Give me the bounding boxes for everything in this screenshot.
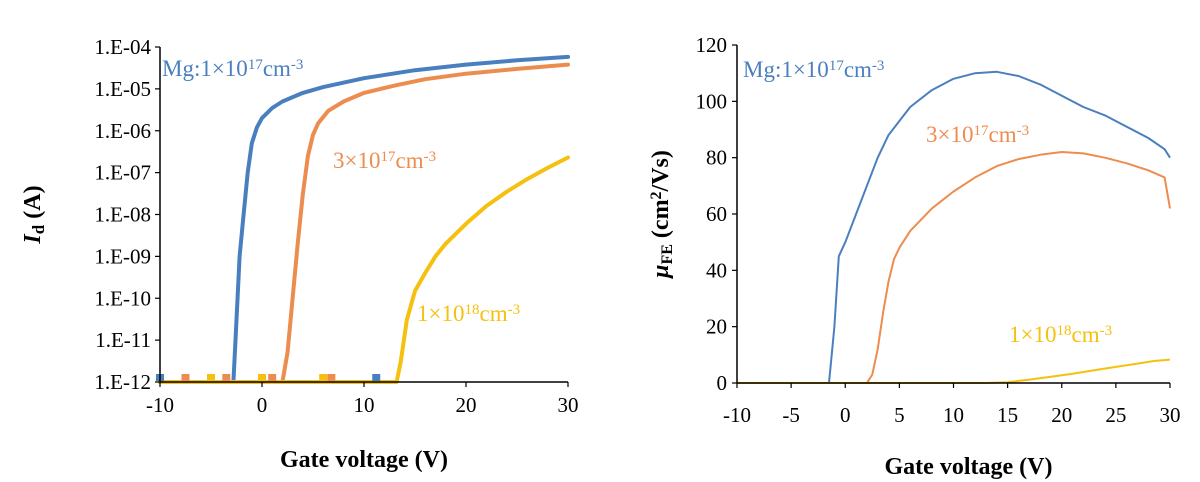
id-y-tick-label: 1.E-05 <box>94 77 151 101</box>
id-series-label-0: Mg:1×1017cm-3 <box>162 56 303 81</box>
id-floor-noise-mark <box>222 374 231 381</box>
mobility-x-tick-label: 30 <box>1160 403 1181 427</box>
mobility-series-line-1 <box>737 151 1171 384</box>
id-y-axis-title: Id (A) <box>20 185 48 244</box>
id-x-tick-label: -10 <box>146 393 174 417</box>
mobility-x-tick-label: 5 <box>894 403 905 427</box>
id-y-tick-label: 1.E-04 <box>94 35 151 59</box>
mobility-y-axis-title: μFE (cm2/Vs) <box>648 150 676 280</box>
mobility-x-tick-label: 0 <box>840 403 851 427</box>
mobility-y-tick-label: 100 <box>696 89 728 113</box>
mobility-series-line-0 <box>737 70 1171 384</box>
id-series-line-1 <box>158 62 570 384</box>
mobility-x-tick-label: 10 <box>943 403 964 427</box>
id-series-label-2: 1×1018cm-3 <box>417 301 520 326</box>
mobility-series-label-0: Mg:1×1017cm-3 <box>743 57 884 82</box>
mobility-y-tick-label: 60 <box>706 202 727 226</box>
id-floor-noise-mark <box>327 374 336 381</box>
id-x-tick-label: 10 <box>354 393 375 417</box>
id-y-tick-label: 1.E-11 <box>95 328 151 352</box>
id-y-tick-label: 1.E-12 <box>94 370 151 394</box>
mobility-series-label-2: 1×1018cm-3 <box>1009 322 1112 347</box>
mobility-vs-gate-voltage-chart: Mg:1×1017cm-3 3×1017cm-3 1×1018cm-3 0 20 40 60… <box>648 33 1181 480</box>
id-series-line-2 <box>158 155 570 384</box>
id-floor-noise-mark <box>372 374 381 381</box>
id-x-axis-title: Gate voltage (V) <box>280 447 448 473</box>
id-vs-gate-voltage-chart: Mg:1×1017cm-3 3×1017cm-3 1×1018cm-3 1.E-12 1… <box>20 35 579 473</box>
id-x-tick-label: 0 <box>257 393 268 417</box>
mobility-x-axis-title: Gate voltage (V) <box>885 454 1053 480</box>
id-y-tick-label: 1.E-09 <box>94 244 151 268</box>
mobility-x-tick-label: 25 <box>1105 403 1126 427</box>
id-floor-noise-mark <box>258 374 266 381</box>
mobility-x-tick-label: 20 <box>1051 403 1072 427</box>
id-y-tick-label: 1.E-07 <box>94 161 151 185</box>
mobility-x-tick-label: -10 <box>723 403 751 427</box>
id-y-tick-label: 1.E-06 <box>94 119 151 143</box>
id-x-tick-label: 30 <box>558 393 579 417</box>
id-series-line-0 <box>158 54 570 384</box>
id-x-tick-label: 20 <box>456 393 477 417</box>
mobility-y-tick-label: 20 <box>706 315 727 339</box>
id-floor-noise-mark <box>181 374 190 381</box>
mobility-y-tick-label: 0 <box>717 371 728 395</box>
mobility-x-tick-label: -5 <box>782 403 800 427</box>
mobility-y-tick-label: 80 <box>706 146 727 170</box>
mobility-y-tick-label: 120 <box>696 33 728 57</box>
mobility-x-tick-label: 15 <box>997 403 1018 427</box>
id-floor-noise-mark <box>319 374 328 381</box>
mobility-series-label-1: 3×1017cm-3 <box>926 122 1029 147</box>
mobility-y-tick-label: 40 <box>706 258 727 282</box>
id-y-tick-label: 1.E-08 <box>94 203 151 227</box>
mobility-series-line-2 <box>737 358 1171 384</box>
id-y-tick-label: 1.E-10 <box>94 286 151 310</box>
id-floor-noise-mark <box>207 374 215 381</box>
id-series-label-1: 3×1017cm-3 <box>333 148 436 173</box>
id-floor-noise-mark <box>268 374 277 381</box>
